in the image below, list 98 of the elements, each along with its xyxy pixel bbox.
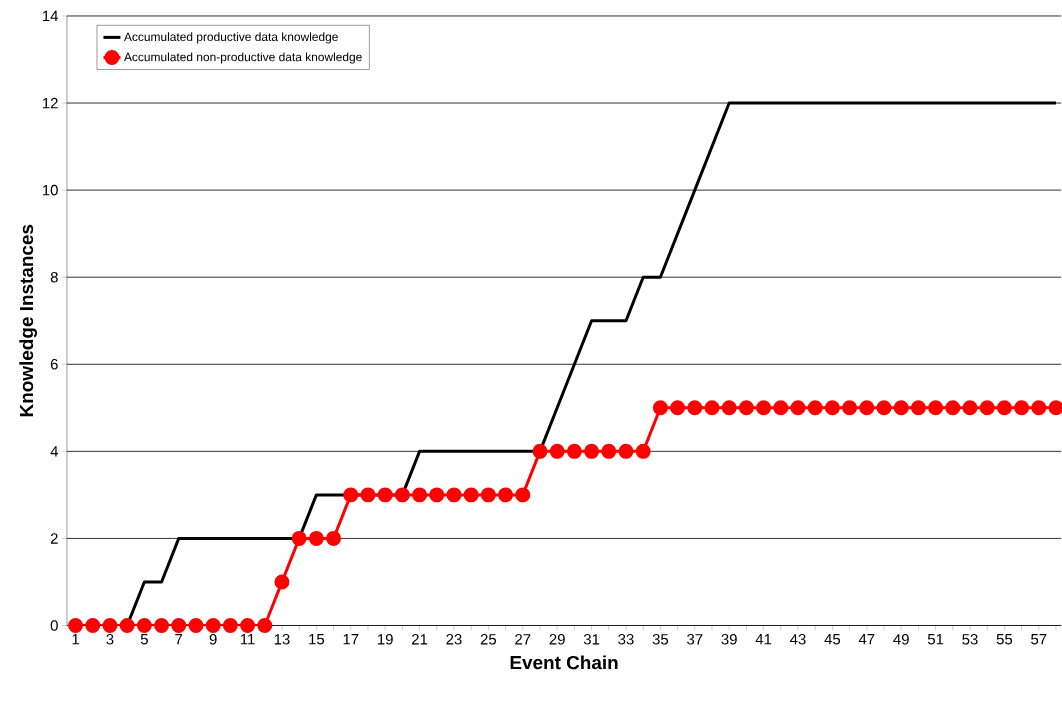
x-tick-label: 43 xyxy=(790,633,806,645)
point xyxy=(68,617,84,633)
x-tick-label: 25 xyxy=(480,633,497,645)
point xyxy=(394,487,410,503)
point xyxy=(515,487,531,503)
x-tick-label: 15 xyxy=(309,633,325,645)
x-tick-label: 23 xyxy=(446,633,462,645)
point xyxy=(601,443,617,459)
x-tick-label: 41 xyxy=(755,633,772,645)
y-tick-label: 0 xyxy=(50,620,58,631)
x-tick-label: 57 xyxy=(1031,633,1047,645)
point xyxy=(807,400,823,416)
y-tick-label: 6 xyxy=(50,358,58,370)
point xyxy=(360,487,376,503)
point xyxy=(222,617,238,633)
point xyxy=(446,487,462,503)
x-tick-label: 45 xyxy=(824,633,841,645)
point xyxy=(756,400,772,416)
point xyxy=(893,400,909,416)
point xyxy=(721,400,737,416)
point xyxy=(945,400,961,416)
point xyxy=(326,530,342,546)
x-tick-label: 7 xyxy=(175,633,183,645)
point xyxy=(205,617,221,633)
x-tick-label: 9 xyxy=(209,633,217,645)
point xyxy=(240,617,256,633)
point xyxy=(790,400,806,416)
point xyxy=(635,443,651,459)
x-tick-label: 5 xyxy=(140,633,148,645)
point xyxy=(291,530,307,546)
point xyxy=(429,487,445,503)
x-tick-label: 3 xyxy=(106,633,114,645)
point xyxy=(343,487,359,503)
point xyxy=(549,443,565,459)
point xyxy=(652,400,668,416)
point xyxy=(412,487,428,503)
point xyxy=(566,443,582,459)
point xyxy=(257,617,273,633)
point xyxy=(102,617,118,633)
point xyxy=(670,400,686,416)
point xyxy=(1014,400,1030,416)
x-tick-label: 21 xyxy=(412,633,428,645)
point xyxy=(377,487,393,503)
point xyxy=(308,530,324,546)
x-tick-label: 29 xyxy=(549,633,565,645)
point xyxy=(136,617,152,633)
x-tick-label: 13 xyxy=(274,633,290,645)
point xyxy=(618,443,634,459)
x-tick-label: 19 xyxy=(378,633,393,645)
point xyxy=(1031,400,1047,416)
point xyxy=(687,400,703,416)
x-tick-label: 1 xyxy=(72,633,79,645)
y-tick-label: 10 xyxy=(42,184,58,196)
x-tick-label: 35 xyxy=(652,633,669,645)
point xyxy=(584,443,600,459)
x-tick-label: 55 xyxy=(996,633,1013,645)
point xyxy=(876,400,892,416)
y-tick-label: 2 xyxy=(50,533,58,544)
point xyxy=(154,617,170,633)
point xyxy=(274,574,290,590)
point xyxy=(480,487,496,503)
x-tick-label: 37 xyxy=(687,633,703,645)
y-axis-title: Knowledge Instances xyxy=(19,224,37,416)
legend-label: Accumulated productive data knowledge xyxy=(123,32,338,44)
point xyxy=(824,400,840,416)
point xyxy=(85,617,101,633)
point xyxy=(962,400,978,416)
point xyxy=(119,617,135,633)
point xyxy=(979,400,995,416)
point xyxy=(498,487,514,503)
y-tick-label: 14 xyxy=(42,10,58,21)
x-tick-label: 47 xyxy=(858,633,875,645)
point xyxy=(996,400,1012,416)
point xyxy=(928,400,944,416)
point xyxy=(773,400,789,416)
x-tick-label: 39 xyxy=(721,633,737,645)
x-tick-label: 31 xyxy=(583,633,600,645)
x-tick-label: 11 xyxy=(240,633,255,645)
point xyxy=(188,617,204,633)
point xyxy=(738,400,754,416)
point xyxy=(704,400,720,416)
x-tick-label: 49 xyxy=(893,633,909,645)
point xyxy=(842,400,858,416)
x-tick-label: 53 xyxy=(962,633,978,645)
y-tick-label: 12 xyxy=(42,97,58,109)
point xyxy=(859,400,875,416)
point xyxy=(171,617,187,633)
x-tick-label: 33 xyxy=(618,633,634,645)
x-axis-title: Event Chain xyxy=(510,655,618,670)
point xyxy=(532,443,548,459)
x-tick-label: 51 xyxy=(927,633,944,645)
legend-label: Accumulated non-productive data knowledge xyxy=(123,52,362,64)
point xyxy=(463,487,479,503)
point xyxy=(910,400,926,416)
x-tick-label: 27 xyxy=(515,633,531,645)
y-tick-label: 4 xyxy=(50,446,59,457)
y-tick-label: 8 xyxy=(50,271,58,283)
x-tick-label: 17 xyxy=(343,633,359,645)
